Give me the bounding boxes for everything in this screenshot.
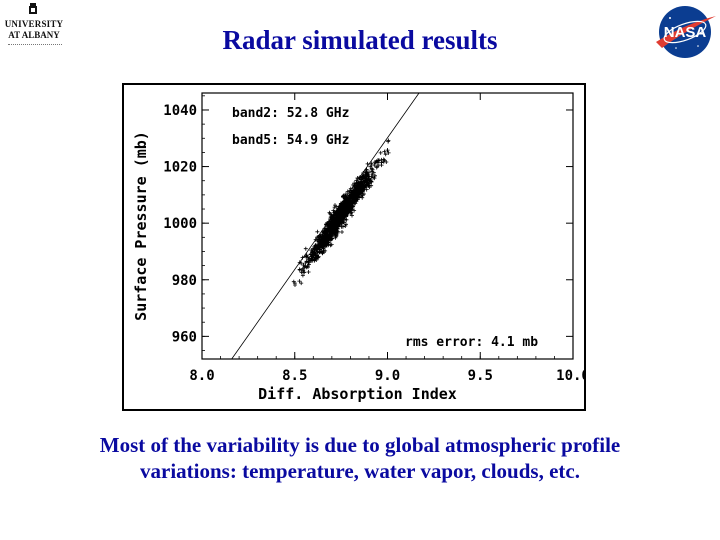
nasa-logo: NASA [656,6,716,58]
y-tick-label: 1040 [163,103,197,119]
logo-university-text: UNIVERSITY [4,19,64,29]
slide-title: Radar simulated results [222,25,498,55]
scatter-points [291,138,391,287]
x-tick-label: 9.0 [375,368,400,384]
x-axis-label: Diff. Absorption Index [258,385,457,403]
nasa-logo-text: NASA [664,24,707,41]
logo-albany-text: AT ALBANY [8,30,60,40]
x-tick-label: 8.0 [189,368,214,384]
scatter-marker [291,138,391,287]
annotation-band2: band2: 52.8 GHz [232,106,349,121]
figure-frame: 8.0 8.5 9.0 9.5 10.0 960 980 1000 1020 1040 Surfa… [122,83,586,411]
y-tick-label: 980 [172,273,197,289]
annotation-band5: band5: 54.9 GHz [232,133,349,148]
x-tick-label: 9.5 [468,368,493,384]
x-tick-label: 10.0 [556,368,584,384]
y-tick-label: 960 [172,329,197,345]
caption-line-2: variations: temperature, water vapor, cl… [140,459,580,483]
y-tick-label: 1020 [163,160,197,176]
scatter-chart: 8.0 8.5 9.0 9.5 10.0 960 980 1000 1020 1040 Surfa… [132,92,584,403]
minerva-seal-icon [29,3,37,14]
x-tick-label: 8.5 [282,368,307,384]
y-tick-label: 1000 [163,216,197,232]
logo-divider [8,44,62,47]
annotation-rms-error: rms error: 4.1 mb [405,335,538,350]
ualbany-logo: UNIVERSITY AT ALBANY [2,2,66,52]
slide-caption: Most of the variability is due to global… [20,432,700,484]
regression-line [231,92,420,360]
caption-line-1: Most of the variability is due to global… [99,433,621,457]
y-axis-label: Surface Pressure (mb) [132,131,150,321]
